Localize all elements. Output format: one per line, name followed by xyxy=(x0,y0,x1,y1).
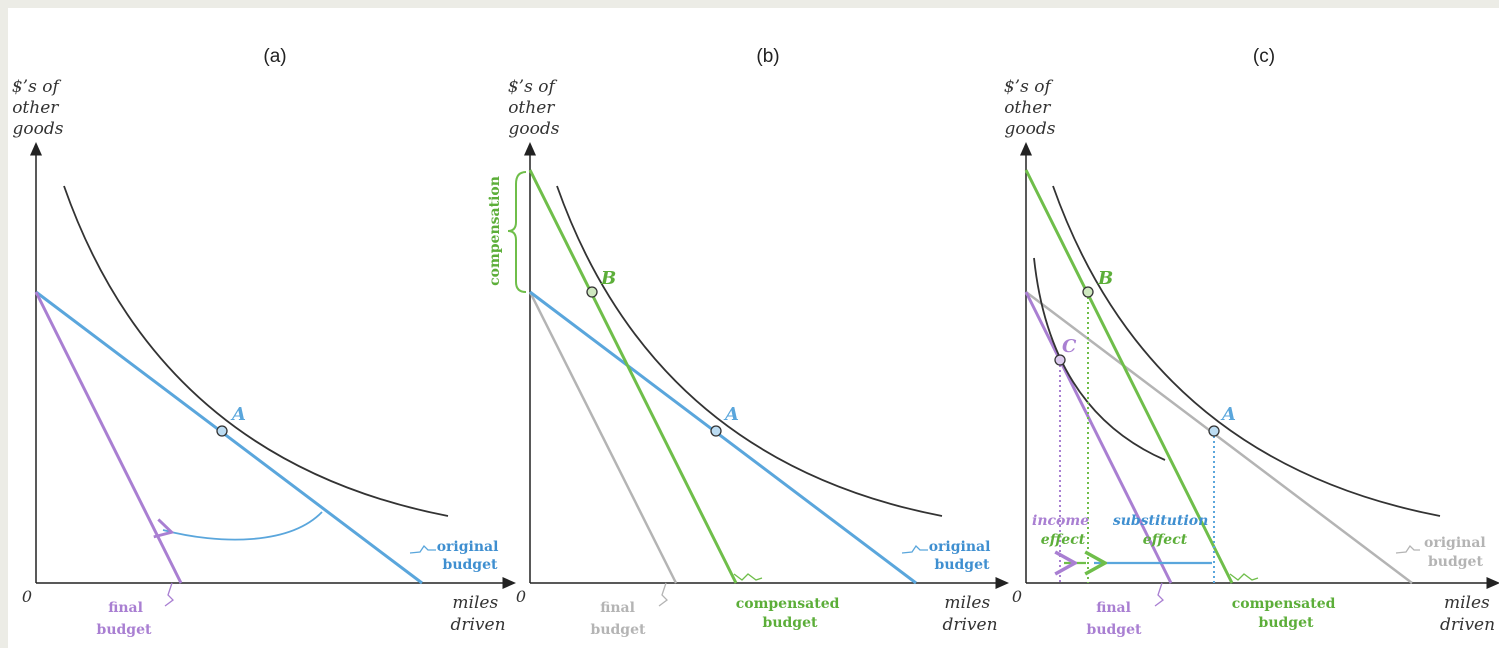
panel-c-point-b xyxy=(1082,286,1094,298)
plot-background xyxy=(8,8,1499,648)
panel-a-title: (a) xyxy=(263,46,286,67)
panel-b-point-b xyxy=(586,286,598,298)
panel-a-point-a-label: A xyxy=(230,404,246,425)
panel-b-x-label: miles driven xyxy=(942,593,997,635)
panel-b-compensated-budget-pointer xyxy=(733,573,763,581)
panel-c-original-budget-line xyxy=(1025,291,1413,584)
panel-c-income-effect-label: income effect xyxy=(1032,513,1094,548)
panel-b-compensation-brace xyxy=(507,171,527,293)
panel-c-point-c xyxy=(1054,354,1066,366)
panel-b-point-a-label: A xyxy=(723,404,739,425)
panel-a-original-budget-pointer xyxy=(409,544,436,554)
panel-b-compensated-budget-line xyxy=(528,169,738,584)
panel-b-point-a xyxy=(710,425,722,437)
panel-c-final-budget-pointer xyxy=(1154,582,1164,607)
panel-c-origin: 0 xyxy=(1012,587,1022,606)
panel-b-compensation-label: compensation xyxy=(487,176,503,286)
panel-b-final-budget-pointer xyxy=(658,582,668,607)
panel-c-lower-indifference-curve xyxy=(1033,257,1166,461)
panel-c-point-c-label: C xyxy=(1062,336,1077,357)
panel-c-compensated-budget-line xyxy=(1024,169,1234,584)
panel-b-final-budget-line xyxy=(528,291,678,584)
panel-b-original-budget-label: original budget xyxy=(929,539,996,573)
panel-c-final-budget-line xyxy=(1024,291,1173,584)
panel-c: (c) $’s of other goods 0 miles driven B … xyxy=(1004,46,1499,638)
panel-a-original-budget-label: original budget xyxy=(437,539,504,573)
panel-b-original-budget-pointer xyxy=(901,544,928,554)
panel-c-y-label: $’s of other goods xyxy=(1004,77,1056,139)
panel-b-y-label: $’s of other goods xyxy=(508,77,560,139)
panel-b-compensated-budget-label: compensated budget xyxy=(736,596,845,631)
panel-c-upper-indifference-curve xyxy=(1052,185,1441,517)
panel-c-substitution-effect-label: substitution effect xyxy=(1113,513,1213,548)
panel-c-original-budget-pointer xyxy=(1395,544,1420,554)
panel-b-title: (b) xyxy=(756,46,779,67)
panel-c-compensated-budget-pointer xyxy=(1229,573,1259,581)
panel-a-rotation-arrow xyxy=(163,511,323,541)
panel-c-title: (c) xyxy=(1253,46,1275,67)
panel-a-indifference-curve xyxy=(63,185,449,517)
panel-a: (a) $’s of other goods 0 miles driven A … xyxy=(12,46,516,638)
panel-c-point-a xyxy=(1208,425,1220,437)
panel-a-final-budget-label: final budget xyxy=(97,600,152,638)
panel-b-final-budget-label: final budget xyxy=(591,600,646,638)
panel-a-x-label: miles driven xyxy=(450,593,505,635)
panel-a-y-label: $’s of other goods xyxy=(12,77,64,139)
panel-b-point-b-label: B xyxy=(600,268,616,289)
panel-c-compensated-budget-label: compensated budget xyxy=(1232,596,1341,631)
panel-b: (b) $’s of other goods 0 miles driven co… xyxy=(487,46,1009,638)
panel-b-original-budget-line xyxy=(529,290,917,585)
panel-c-point-a-label: A xyxy=(1220,404,1236,425)
panel-c-point-b-label: B xyxy=(1097,268,1113,289)
panel-b-origin: 0 xyxy=(516,587,526,606)
panel-a-origin: 0 xyxy=(22,587,32,606)
panel-c-x-label: miles driven xyxy=(1440,593,1495,635)
panel-a-point-a xyxy=(216,425,228,437)
panel-a-final-budget-pointer xyxy=(164,582,174,607)
panel-b-indifference-curve xyxy=(556,185,943,517)
panel-c-original-budget-label: original budget xyxy=(1424,535,1491,570)
panel-c-final-budget-label: final budget xyxy=(1087,600,1142,638)
panel-a-original-budget-line xyxy=(35,290,423,585)
